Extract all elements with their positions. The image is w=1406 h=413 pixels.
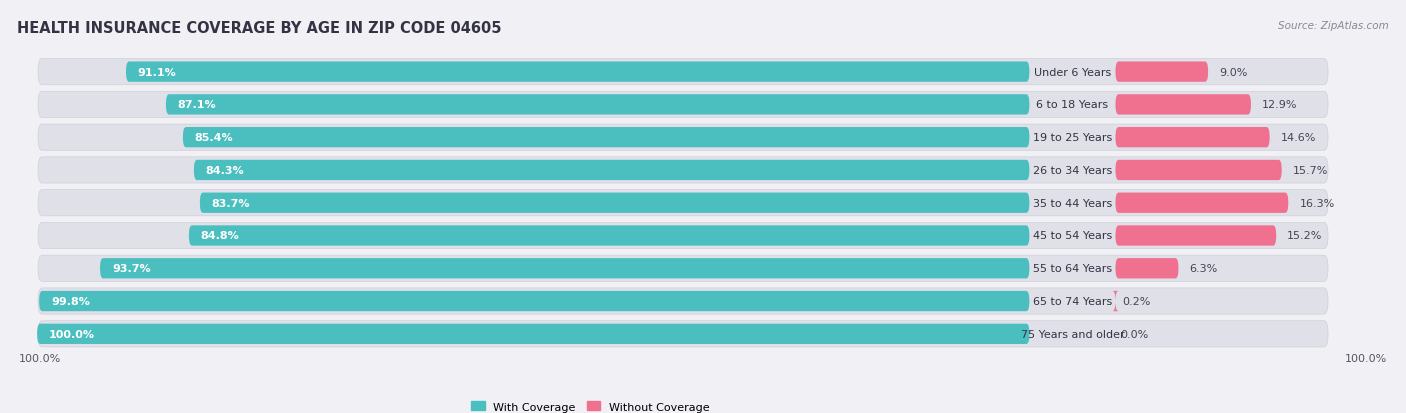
FancyBboxPatch shape (1115, 193, 1288, 214)
Text: 93.7%: 93.7% (112, 263, 150, 273)
FancyBboxPatch shape (38, 92, 1329, 118)
Legend: With Coverage, Without Coverage: With Coverage, Without Coverage (471, 401, 710, 412)
Text: 83.7%: 83.7% (212, 198, 250, 208)
FancyBboxPatch shape (1115, 226, 1277, 246)
FancyBboxPatch shape (1115, 128, 1270, 148)
Text: 99.8%: 99.8% (51, 297, 90, 306)
FancyBboxPatch shape (1115, 95, 1251, 115)
Text: 100.0%: 100.0% (20, 354, 62, 363)
Text: 12.9%: 12.9% (1263, 100, 1298, 110)
FancyBboxPatch shape (1115, 160, 1282, 180)
Text: 16.3%: 16.3% (1299, 198, 1334, 208)
FancyBboxPatch shape (127, 62, 1029, 83)
FancyBboxPatch shape (38, 288, 1329, 314)
FancyBboxPatch shape (166, 95, 1029, 115)
FancyBboxPatch shape (1115, 259, 1178, 279)
FancyBboxPatch shape (38, 256, 1329, 282)
Text: 75 Years and older: 75 Years and older (1021, 329, 1125, 339)
Text: 15.2%: 15.2% (1288, 231, 1323, 241)
FancyBboxPatch shape (38, 190, 1329, 216)
Text: 55 to 64 Years: 55 to 64 Years (1033, 263, 1112, 273)
Text: 85.4%: 85.4% (195, 133, 233, 143)
FancyBboxPatch shape (38, 59, 1329, 85)
FancyBboxPatch shape (200, 193, 1029, 214)
Text: 19 to 25 Years: 19 to 25 Years (1033, 133, 1112, 143)
FancyBboxPatch shape (100, 259, 1029, 279)
Text: 26 to 34 Years: 26 to 34 Years (1033, 166, 1112, 176)
FancyBboxPatch shape (183, 128, 1029, 148)
FancyBboxPatch shape (38, 157, 1329, 184)
Text: 0.2%: 0.2% (1122, 297, 1152, 306)
Text: 6.3%: 6.3% (1189, 263, 1218, 273)
Text: 84.8%: 84.8% (201, 231, 239, 241)
FancyBboxPatch shape (37, 324, 1029, 344)
Text: 100.0%: 100.0% (1344, 354, 1386, 363)
Text: 9.0%: 9.0% (1219, 67, 1247, 77)
Text: 87.1%: 87.1% (177, 100, 217, 110)
FancyBboxPatch shape (38, 125, 1329, 151)
Text: 15.7%: 15.7% (1292, 166, 1329, 176)
FancyBboxPatch shape (39, 291, 1029, 311)
Text: Under 6 Years: Under 6 Years (1033, 67, 1111, 77)
FancyBboxPatch shape (38, 223, 1329, 249)
Text: 84.3%: 84.3% (205, 166, 245, 176)
FancyBboxPatch shape (1112, 291, 1119, 311)
Text: 0.0%: 0.0% (1121, 329, 1149, 339)
Text: 14.6%: 14.6% (1281, 133, 1316, 143)
FancyBboxPatch shape (38, 321, 1329, 347)
Text: 65 to 74 Years: 65 to 74 Years (1033, 297, 1112, 306)
FancyBboxPatch shape (194, 160, 1029, 180)
Text: 100.0%: 100.0% (49, 329, 96, 339)
Text: 6 to 18 Years: 6 to 18 Years (1036, 100, 1108, 110)
Text: 91.1%: 91.1% (138, 67, 177, 77)
FancyBboxPatch shape (1115, 62, 1208, 83)
Text: 35 to 44 Years: 35 to 44 Years (1033, 198, 1112, 208)
Text: 45 to 54 Years: 45 to 54 Years (1033, 231, 1112, 241)
Text: Source: ZipAtlas.com: Source: ZipAtlas.com (1278, 21, 1389, 31)
FancyBboxPatch shape (188, 226, 1029, 246)
Text: HEALTH INSURANCE COVERAGE BY AGE IN ZIP CODE 04605: HEALTH INSURANCE COVERAGE BY AGE IN ZIP … (17, 21, 502, 36)
